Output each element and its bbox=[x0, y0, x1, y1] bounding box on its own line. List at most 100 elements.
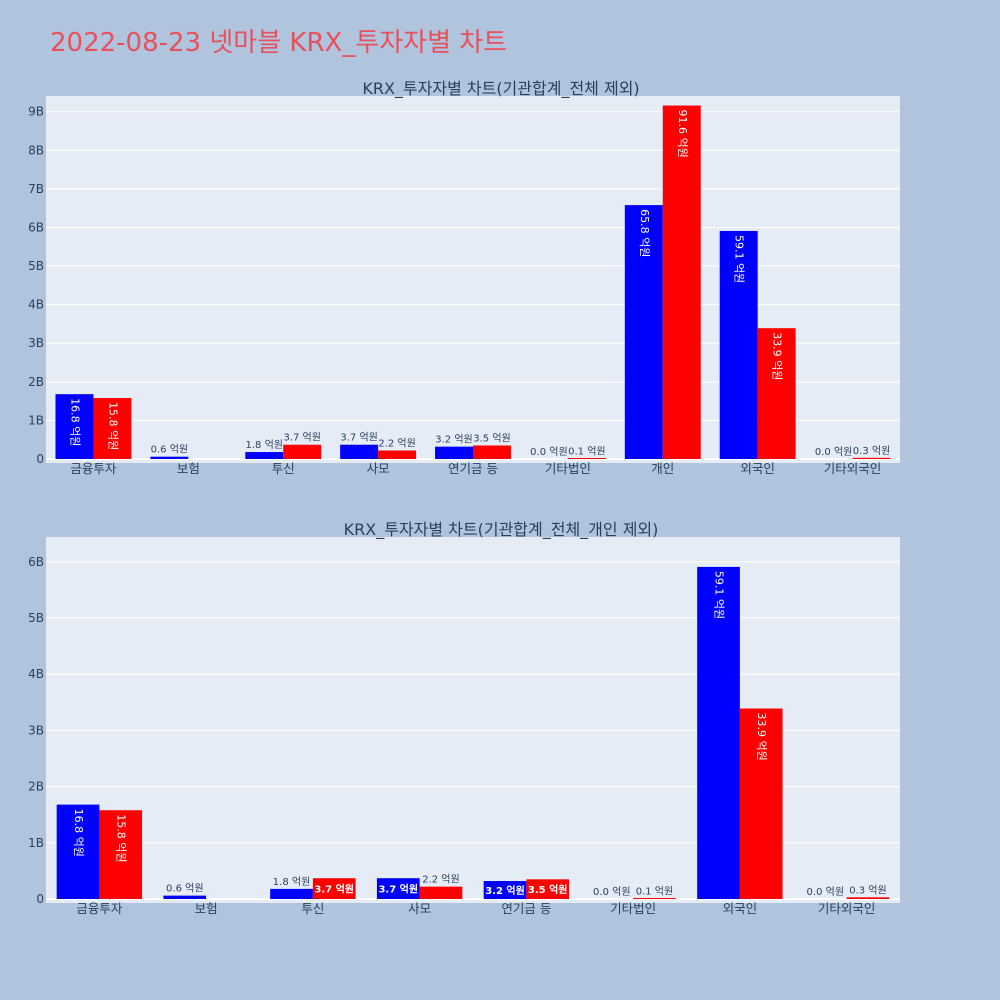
bar-label: 3.2 억원 bbox=[485, 884, 525, 897]
bar-label: 3.7 억원 bbox=[314, 883, 354, 896]
bar bbox=[473, 445, 511, 459]
y-tick-label: 2B bbox=[28, 375, 44, 389]
bar bbox=[270, 888, 313, 899]
bar-label: 0.0 억원 bbox=[815, 446, 852, 458]
bar bbox=[624, 205, 663, 459]
y-tick-label: 0 bbox=[36, 892, 44, 906]
y-tick-label: 6B bbox=[28, 555, 44, 569]
bar-label: 15.8 억원 bbox=[115, 814, 128, 862]
bar bbox=[697, 566, 740, 899]
y-tick-label: 5B bbox=[28, 611, 44, 625]
x-tick-label: 연기금 등 bbox=[501, 901, 551, 916]
x-tick-label: 기타법인 bbox=[610, 901, 656, 916]
bar-label: 2.2 억원 bbox=[422, 874, 459, 886]
bar bbox=[419, 886, 463, 899]
bar bbox=[846, 897, 890, 899]
bar-label: 0.0 억원 bbox=[530, 446, 567, 458]
y-tick-label: 3B bbox=[28, 336, 44, 350]
bar bbox=[376, 878, 420, 899]
bar-label: 91.6 억원 bbox=[676, 110, 689, 158]
bar-label: 0.6 억원 bbox=[166, 883, 203, 895]
x-tick-label: 연기금 등 bbox=[448, 461, 498, 476]
y-tick-label: 0 bbox=[36, 452, 44, 466]
bar bbox=[312, 878, 356, 899]
x-tick-label: 사모 bbox=[408, 901, 431, 916]
bar-label: 16.8 억원 bbox=[72, 809, 85, 857]
bar-label: 0.3 억원 bbox=[849, 884, 886, 896]
y-tick-label: 3B bbox=[28, 723, 44, 737]
bar-label: 0.1 억원 bbox=[568, 446, 605, 458]
bar-label: 3.5 억원 bbox=[473, 432, 510, 444]
x-tick-label: 보험 bbox=[177, 461, 200, 476]
bar-label: 59.1 억원 bbox=[733, 235, 746, 283]
bar bbox=[378, 450, 417, 459]
bar bbox=[99, 810, 143, 899]
bar bbox=[435, 446, 473, 459]
bar bbox=[662, 105, 701, 459]
bar-label: 0.0 억원 bbox=[807, 886, 844, 898]
bar-label: 2.2 억원 bbox=[378, 438, 415, 450]
x-tick-label: 보험 bbox=[195, 901, 218, 916]
bar bbox=[93, 398, 132, 459]
bar-label: 3.7 억원 bbox=[378, 883, 418, 896]
bar bbox=[245, 452, 284, 459]
bar bbox=[567, 458, 606, 459]
y-tick-label: 9B bbox=[28, 105, 44, 119]
bar-label: 3.7 억원 bbox=[283, 432, 320, 444]
chart-1: KRX_투자자별 차트(기관합계_전체 제외) 0 1B 2B 3B 4B 5B 6B 7B 8B… bbox=[28, 79, 900, 476]
bar-label: 0.6 억원 bbox=[151, 444, 188, 456]
bar-label: 3.7 억원 bbox=[340, 432, 377, 444]
x-tick-label: 투신 bbox=[301, 901, 324, 916]
bar-label: 3.5 억원 bbox=[528, 883, 568, 896]
y-tick-label: 7B bbox=[28, 182, 44, 196]
y-tick-label: 6B bbox=[28, 220, 44, 234]
y-tick-label: 1B bbox=[28, 413, 44, 427]
bar bbox=[283, 444, 322, 459]
bar bbox=[633, 898, 676, 899]
bar-label: 0.1 억원 bbox=[636, 885, 673, 897]
chart-title: KRX_투자자별 차트(기관합계_전체_개인 제외) bbox=[344, 520, 659, 540]
bar-label: 33.9 억원 bbox=[771, 332, 784, 380]
bar-label: 1.8 억원 bbox=[246, 439, 283, 451]
y-tick-label: 2B bbox=[28, 780, 44, 794]
bar bbox=[483, 881, 527, 899]
y-tick-label: 4B bbox=[28, 298, 44, 312]
bar bbox=[55, 394, 94, 459]
bar bbox=[757, 328, 796, 459]
bar-label: 33.9 억원 bbox=[755, 713, 768, 761]
bar bbox=[526, 879, 570, 899]
y-tick-label: 1B bbox=[28, 836, 44, 850]
bar-label: 1.8 억원 bbox=[273, 876, 310, 888]
x-tick-label: 외국인 bbox=[723, 901, 758, 916]
x-tick-label: 기타외국인 bbox=[818, 901, 876, 916]
x-tick-label: 기타법인 bbox=[545, 461, 591, 476]
x-tick-label: 금융투자 bbox=[76, 901, 123, 916]
x-tick-label: 사모 bbox=[367, 461, 390, 476]
bar-label: 15.8 억원 bbox=[106, 402, 119, 450]
bar-label: 65.8 억원 bbox=[638, 209, 651, 257]
page-title: 2022-08-23 넷마블 KRX_투자자별 차트 bbox=[50, 28, 508, 58]
bar-label: 59.1 억원 bbox=[713, 571, 726, 619]
chart-title: KRX_투자자별 차트(기관합계_전체 제외) bbox=[362, 79, 639, 99]
chart-2: KRX_투자자별 차트(기관합계_전체_개인 제외) 0 1B 2B 3B 4B 5B 6B 금… bbox=[28, 520, 900, 916]
x-tick-label: 외국인 bbox=[740, 461, 775, 476]
x-tick-label: 투신 bbox=[272, 461, 295, 476]
x-tick-label: 금융투자 bbox=[70, 461, 117, 476]
bar-label: 0.3 억원 bbox=[853, 445, 890, 457]
bar bbox=[150, 456, 189, 459]
bar bbox=[852, 457, 891, 459]
x-tick-label: 기타외국인 bbox=[824, 461, 882, 476]
bar-label: 3.2 억원 bbox=[435, 434, 472, 446]
bar bbox=[163, 895, 207, 899]
y-tick-label: 8B bbox=[28, 143, 44, 157]
bar-label: 0.0 억원 bbox=[593, 886, 630, 898]
x-tick-label: 개인 bbox=[651, 461, 674, 476]
bar bbox=[739, 708, 783, 899]
y-tick-label: 4B bbox=[28, 667, 44, 681]
bar bbox=[719, 230, 758, 459]
y-tick-label: 5B bbox=[28, 259, 44, 273]
bar bbox=[56, 804, 100, 899]
bar-label: 16.8 억원 bbox=[68, 398, 81, 446]
bar bbox=[340, 444, 379, 459]
